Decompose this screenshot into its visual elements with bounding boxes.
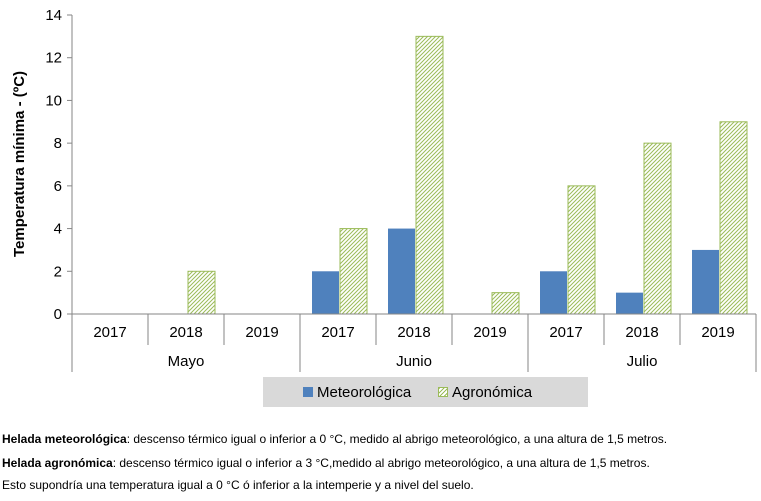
note-agronomica-term: Helada agronómica (2, 456, 113, 470)
bar-agronomica (643, 142, 672, 315)
legend-item-meteorologica: Meteorológica (303, 383, 411, 401)
y-tick-label: 14 (45, 7, 62, 24)
y-tick-label: 8 (54, 135, 62, 152)
x-tick-label: 2019 (473, 324, 506, 341)
legend-swatch-meteorologica (303, 387, 313, 397)
y-tick-label: 4 (54, 221, 62, 238)
y-tick-label: 6 (54, 178, 62, 195)
y-tick-label: 0 (54, 306, 62, 323)
legend-swatch-agronomica (438, 387, 448, 397)
y-tick-label: 10 (45, 92, 62, 109)
legend-label-agronomica: Agronómica (452, 383, 533, 401)
x-tick-label: 2019 (245, 324, 278, 341)
bar-agronomica (719, 121, 748, 315)
note-agronomica: Helada agronómica: descenso térmico igua… (2, 456, 650, 470)
y-axis: 0 2 4 6 8 10 12 14 (45, 7, 73, 323)
x-group-label: Julio (627, 353, 658, 370)
x-tick-label: 2017 (93, 324, 126, 341)
bar-agronomica (491, 292, 520, 315)
legend-label-meteorologica: Meteorológica (317, 383, 412, 401)
bar-agronomica (339, 228, 368, 315)
note-meteorologica-text: : descenso térmico igual o inferior a 0 … (126, 432, 668, 446)
note-meteorologica-term: Helada meteorológica (2, 432, 127, 446)
x-tick-label: 2018 (625, 324, 658, 341)
bar-meteorologica (692, 249, 719, 314)
x-tick-label: 2019 (701, 324, 734, 341)
x-tick-label: 2018 (397, 324, 430, 341)
bar-meteorologica (616, 292, 643, 314)
bars (187, 35, 748, 315)
note-suelo: Esto supondría una temperatura igual a 0… (2, 478, 474, 492)
x-group-label: Junio (396, 353, 432, 370)
x-group-label: Mayo (168, 353, 205, 370)
legend: Meteorológica Agronómica (263, 377, 588, 407)
bar-agronomica (187, 270, 216, 315)
note-agronomica-text: : descenso térmico igual o inferior a 3 … (112, 456, 650, 470)
x-tick-label: 2018 (169, 324, 202, 341)
bar-meteorologica (388, 228, 415, 314)
bar-meteorologica (540, 271, 567, 314)
x-axis: 2017 2018 2019 2017 2018 2019 2017 2018 2019 Mayo… (71, 313, 757, 372)
x-tick-label: 2017 (321, 324, 354, 341)
y-axis-label: Temperatura mínima - (ºC) (11, 71, 28, 257)
bar-meteorologica (312, 271, 339, 314)
note-suelo-text: Esto supondría una temperatura igual a 0… (2, 478, 474, 492)
y-tick-label: 2 (54, 263, 62, 280)
x-tick-label: 2017 (549, 324, 582, 341)
y-tick-label: 12 (45, 50, 62, 67)
legend-item-agronomica: Agronómica (438, 383, 532, 401)
bar-agronomica (415, 35, 444, 315)
note-meteorologica: Helada meteorológica: descenso térmico i… (2, 432, 667, 446)
bar-agronomica (567, 185, 596, 315)
